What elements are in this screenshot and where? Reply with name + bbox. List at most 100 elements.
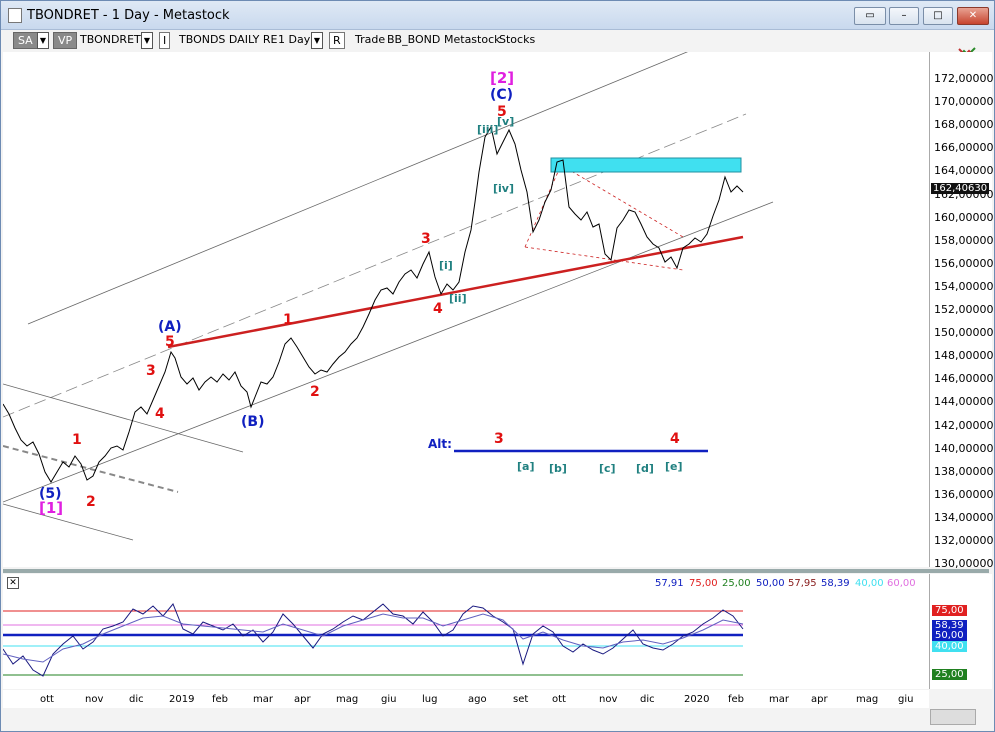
alt-4-label: 4 [670, 431, 680, 447]
description-label: TBONDS DAILY RE [179, 33, 278, 46]
trade-label: Trade [355, 33, 386, 46]
sa-dropdown[interactable]: ▼ [37, 32, 49, 49]
y-tick: 132,00000 [934, 534, 994, 547]
y-tick: 140,00000 [934, 441, 994, 455]
tag-25: 25,00 [932, 669, 967, 680]
close-indicator-icon[interactable]: ✕ [7, 577, 19, 589]
tag-50: 50,00 [932, 630, 967, 641]
maximize-button[interactable]: □ [923, 7, 953, 25]
wave-i-label: [i] [439, 259, 453, 272]
indicator-panel[interactable]: ✕ 57,91 75,00 25,00 50,00 57,95 58,39 40,00 60,… [3, 574, 929, 689]
wave-C-label: (C) [490, 87, 514, 103]
x-tick: giu [898, 694, 914, 705]
x-tick: mar [769, 694, 789, 705]
y-tick: 166,00000 [934, 141, 994, 155]
y-tick: 142,00000 [934, 418, 994, 432]
wave-5-low-label: (5) [39, 486, 62, 502]
alt-3-label: 3 [494, 431, 504, 447]
indicator-legend-value: 57,95 [788, 578, 817, 589]
y-tick: 168,00000 [934, 118, 994, 132]
wave-1-low-label: 1 [72, 432, 82, 448]
indicator-legend-value: 58,39 [821, 578, 850, 589]
wave-d-label: [d] [636, 462, 654, 475]
wave-1-mag-label: [1] [39, 499, 64, 517]
minimize-button[interactable]: – [889, 7, 919, 25]
y-tick: 146,00000 [934, 372, 994, 386]
wave-2b-label: 2 [310, 384, 320, 400]
tile-button[interactable]: ▭ [854, 7, 886, 25]
indicator-legend-value: 57,91 [655, 578, 684, 589]
symbol-dropdown[interactable]: ▼ [141, 32, 153, 49]
tag-5839: 58,39 [932, 620, 967, 631]
x-tick: mag [336, 694, 359, 705]
y-tick: 172,00000 [934, 72, 994, 85]
indicator-legend-value: 60,00 [887, 578, 916, 589]
x-tick: set [513, 694, 529, 705]
wave-2-label: [2] [490, 69, 515, 87]
date-axis: ott nov dic 2019 feb mar apr mag giu lug ago set ott… [3, 690, 929, 708]
wave-b-label: [b] [549, 462, 567, 475]
alt-label: Alt: [428, 437, 452, 451]
app-icon [8, 8, 22, 23]
y-tick: 154,00000 [934, 279, 994, 293]
x-tick: ott [40, 694, 54, 705]
indicator-legend-value: 40,00 [855, 578, 884, 589]
y-tick: 156,00000 [934, 256, 994, 270]
indicator-legend-value: 75,00 [689, 578, 718, 589]
x-tick: feb [212, 694, 229, 705]
y-tick: 130,00000 [934, 557, 994, 571]
indicator-legend-value: 25,00 [722, 578, 751, 589]
y-tick: 136,00000 [934, 487, 994, 501]
wave-iv-label: [iv] [493, 182, 514, 195]
tag-75: 75,00 [932, 605, 967, 616]
wave-v-label: [v] [497, 115, 515, 128]
symbol-label: TBONDRET [80, 33, 141, 46]
wave-iii-label: [iii] [477, 123, 499, 136]
wave-4c-label: 4 [433, 301, 443, 317]
title-bar: TBONDRET - 1 Day - Metastock ▭ – □ ✕ [1, 1, 994, 30]
x-tick: dic [640, 694, 655, 705]
wave-3c-label: 3 [421, 231, 431, 247]
price-chart[interactable]: [2] (C) 5 [iii] [v] [iv] (A) 5 (B) 3 4 1… [3, 52, 929, 567]
x-tick: mar [253, 694, 273, 705]
x-tick: mag [856, 694, 879, 705]
r-button[interactable]: R [329, 32, 345, 49]
x-tick: 2020 [684, 694, 710, 705]
wave-ii-label: [ii] [449, 292, 467, 305]
wave-e-label: [e] [665, 460, 683, 473]
wave-2-low-label: 2 [86, 494, 96, 510]
stocks-label: Stocks [499, 33, 536, 46]
indicator-axis[interactable]: 75,00 58,39 50,00 40,00 25,00 [929, 574, 992, 689]
toolbar: SA ▼ VP TBONDRET ▼ I TBONDS DAILY RE 1 D… [1, 29, 994, 51]
panel-splitter[interactable] [3, 569, 989, 573]
x-tick: nov [85, 694, 104, 705]
wave-1b-label: 1 [283, 312, 293, 328]
x-tick: feb [728, 694, 745, 705]
x-tick: apr [811, 694, 828, 705]
price-axis[interactable]: 172,00000 170,00000 168,00000 166,00000 164,… [929, 52, 994, 571]
y-tick: 134,00000 [934, 510, 994, 524]
y-tick: 150,00000 [934, 326, 994, 340]
period-dropdown[interactable]: ▼ [311, 32, 323, 49]
window-title: TBONDRET - 1 Day - Metastock [27, 8, 230, 23]
y-tick: 164,00000 [934, 164, 994, 178]
x-tick: 2019 [169, 694, 195, 705]
wave-c-label: [c] [599, 462, 616, 475]
close-button[interactable]: ✕ [957, 7, 989, 25]
x-tick: lug [422, 694, 438, 705]
sa-button[interactable]: SA [13, 32, 38, 49]
y-tick: 158,00000 [934, 233, 994, 247]
y-tick: 170,00000 [934, 95, 994, 109]
wave-5-top-label: 5 [497, 104, 507, 120]
horizontal-scrollbar[interactable] [930, 709, 976, 725]
wave-A-label: (A) [158, 319, 182, 335]
indicator-legend-value: 50,00 [756, 578, 785, 589]
i-button[interactable]: I [159, 32, 171, 49]
x-tick: nov [599, 694, 618, 705]
wave-a-label: [a] [517, 460, 535, 473]
vp-button[interactable]: VP [53, 32, 78, 49]
y-tick: 152,00000 [934, 303, 994, 316]
y-tick: 144,00000 [934, 395, 994, 409]
wave-A5-label: 5 [165, 334, 175, 350]
wave-3a-label: 3 [146, 363, 156, 379]
